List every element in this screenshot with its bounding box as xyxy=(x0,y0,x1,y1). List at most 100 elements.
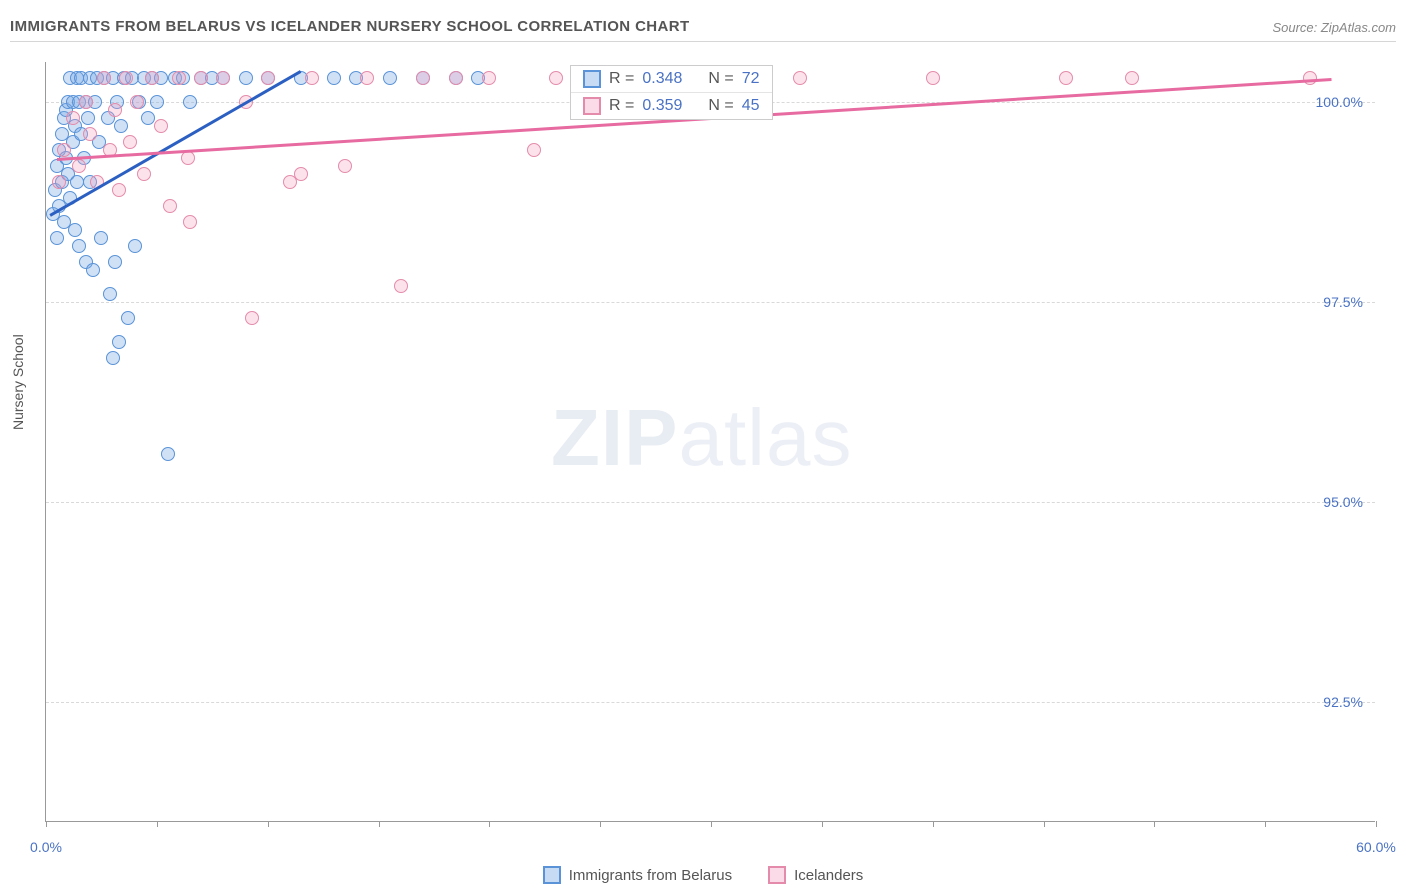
data-point xyxy=(383,71,397,85)
x-tick xyxy=(157,821,158,827)
stat-r-label: R = xyxy=(609,70,634,88)
stats-legend-row: R = 0.348 N = 72 xyxy=(571,66,772,92)
chart-container: IMMIGRANTS FROM BELARUS VS ICELANDER NUR… xyxy=(0,0,1406,892)
data-point xyxy=(128,239,142,253)
data-point xyxy=(121,311,135,325)
data-point xyxy=(327,71,341,85)
bottom-legend: Immigrants from Belarus Icelanders xyxy=(0,866,1406,884)
data-point xyxy=(52,175,66,189)
source-label: Source: ZipAtlas.com xyxy=(1272,20,1396,35)
stat-r-value: 0.348 xyxy=(642,70,682,88)
x-tick xyxy=(933,821,934,827)
data-point xyxy=(66,111,80,125)
data-point xyxy=(360,71,374,85)
data-point xyxy=(106,351,120,365)
watermark: ZIPatlas xyxy=(551,392,852,484)
x-tick xyxy=(46,821,47,827)
y-tick-label: 97.5% xyxy=(1323,294,1369,310)
data-point xyxy=(68,223,82,237)
legend-swatch xyxy=(768,866,786,884)
x-tick xyxy=(1154,821,1155,827)
data-point xyxy=(1125,71,1139,85)
x-tick xyxy=(1376,821,1377,827)
legend-swatch xyxy=(583,70,601,88)
data-point xyxy=(183,95,197,109)
watermark-light: atlas xyxy=(678,393,852,482)
data-point xyxy=(119,71,133,85)
stat-r-value: 0.359 xyxy=(642,97,682,115)
data-point xyxy=(103,287,117,301)
gridline xyxy=(46,302,1375,303)
x-tick-label: 0.0% xyxy=(30,839,62,855)
data-point xyxy=(137,167,151,181)
data-point xyxy=(86,263,100,277)
y-tick-label: 92.5% xyxy=(1323,694,1369,710)
data-point xyxy=(449,71,463,85)
data-point xyxy=(130,95,144,109)
y-tick-label: 100.0% xyxy=(1316,94,1369,110)
x-tick xyxy=(379,821,380,827)
trend-line xyxy=(50,70,302,216)
legend-label: Icelanders xyxy=(794,867,863,884)
x-tick xyxy=(1265,821,1266,827)
chart-title: IMMIGRANTS FROM BELARUS VS ICELANDER NUR… xyxy=(10,18,690,35)
data-point xyxy=(261,71,275,85)
data-point xyxy=(482,71,496,85)
data-point xyxy=(1059,71,1073,85)
gridline xyxy=(46,702,1375,703)
data-point xyxy=(305,71,319,85)
y-axis-label: Nursery School xyxy=(10,334,26,430)
stat-n-value: 45 xyxy=(742,97,760,115)
legend-label: Immigrants from Belarus xyxy=(569,867,732,884)
data-point xyxy=(1303,71,1317,85)
data-point xyxy=(926,71,940,85)
data-point xyxy=(123,135,137,149)
data-point xyxy=(83,127,97,141)
x-tick xyxy=(268,821,269,827)
data-point xyxy=(416,71,430,85)
data-point xyxy=(108,103,122,117)
data-point xyxy=(150,95,164,109)
data-point xyxy=(183,215,197,229)
data-point xyxy=(161,447,175,461)
x-tick xyxy=(711,821,712,827)
x-tick xyxy=(489,821,490,827)
data-point xyxy=(245,311,259,325)
data-point xyxy=(108,255,122,269)
x-tick xyxy=(1044,821,1045,827)
data-point xyxy=(145,71,159,85)
stats-legend-row: R = 0.359N = 45 xyxy=(571,92,772,119)
data-point xyxy=(72,159,86,173)
legend-swatch xyxy=(583,97,601,115)
data-point xyxy=(194,71,208,85)
data-point xyxy=(79,95,93,109)
watermark-bold: ZIP xyxy=(551,393,678,482)
x-tick xyxy=(600,821,601,827)
data-point xyxy=(72,239,86,253)
data-point xyxy=(57,143,71,157)
data-point xyxy=(50,231,64,245)
stat-n-label: N = xyxy=(708,97,733,115)
stat-n-value: 72 xyxy=(742,70,760,88)
data-point xyxy=(181,151,195,165)
data-point xyxy=(94,231,108,245)
title-bar: IMMIGRANTS FROM BELARUS VS ICELANDER NUR… xyxy=(10,14,1396,42)
stats-legend: R = 0.348 N = 72R = 0.359 N = 45 xyxy=(570,65,773,120)
data-point xyxy=(549,71,563,85)
stat-n-label: N = xyxy=(708,70,733,88)
data-point xyxy=(294,167,308,181)
data-point xyxy=(114,119,128,133)
data-point xyxy=(97,71,111,85)
data-point xyxy=(112,335,126,349)
data-point xyxy=(163,199,177,213)
data-point xyxy=(527,143,541,157)
data-point xyxy=(141,111,155,125)
data-point xyxy=(793,71,807,85)
x-tick xyxy=(822,821,823,827)
data-point xyxy=(112,183,126,197)
x-tick-label: 60.0% xyxy=(1356,839,1396,855)
data-point xyxy=(154,119,168,133)
data-point xyxy=(239,71,253,85)
bottom-legend-item: Icelanders xyxy=(768,866,863,884)
data-point xyxy=(70,175,84,189)
